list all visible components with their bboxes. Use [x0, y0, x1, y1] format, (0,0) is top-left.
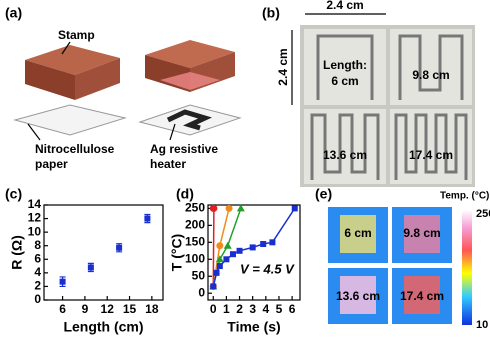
thermal-images — [328, 207, 472, 325]
point — [209, 204, 217, 212]
point — [249, 244, 256, 251]
plot-frame — [207, 204, 301, 301]
x-tick-label: 2 — [236, 302, 243, 316]
x-tick-label: 18 — [145, 302, 159, 316]
length-label: 6 cm — [331, 74, 358, 88]
x-tick-label: 6 — [289, 302, 296, 316]
y-tick-label: 6 — [34, 251, 41, 265]
x-tick-label: 12 — [101, 302, 115, 316]
x-tick-label: 0 — [210, 302, 217, 316]
length-label: 17.4 cm — [409, 148, 453, 162]
length-label: 9.8 cm — [403, 226, 440, 240]
point — [260, 241, 267, 248]
point — [216, 263, 223, 270]
point — [210, 283, 217, 290]
point — [291, 205, 298, 212]
point — [223, 241, 232, 249]
panel-label: (e) — [315, 186, 332, 202]
y-tick-label: 250 — [185, 201, 205, 215]
line — [212, 207, 296, 287]
y-tick-label: 12 — [28, 211, 42, 225]
panel-label: (b) — [262, 5, 280, 21]
length-label: 9.8 cm — [412, 68, 449, 82]
point — [223, 256, 230, 263]
length-label: 13.6 cm — [336, 289, 380, 303]
y-tick-label: 0 — [198, 285, 205, 299]
colorbar-min: 10 — [476, 319, 488, 331]
y-tick-label: 0 — [34, 292, 41, 306]
y-tick-label: 10 — [28, 224, 42, 238]
point — [269, 239, 276, 246]
x-tick-label: 3 — [249, 302, 256, 316]
photo-b — [291, 13, 475, 187]
point — [236, 204, 245, 212]
y-tick-label: 4 — [34, 265, 41, 279]
x-tick-label: 5 — [276, 302, 283, 316]
y-tick-label: 150 — [185, 234, 205, 248]
width-label: 2.4 cm — [326, 0, 363, 12]
label-stamp: Stamp — [58, 28, 95, 42]
length-label: Length: — [323, 58, 367, 72]
x-axis-label: Time (s) — [227, 319, 280, 335]
point — [144, 215, 151, 222]
length-label: 17.4 cm — [400, 289, 444, 303]
height-label: 2.4 cm — [276, 48, 290, 85]
point — [216, 242, 224, 250]
point — [229, 251, 236, 258]
y-tick-label: 200 — [185, 218, 205, 232]
y-axis-label: R (Ω) — [9, 235, 25, 270]
annotation: V = 4.5 V — [240, 261, 295, 276]
y-axis-label: T (°C) — [169, 234, 185, 271]
panel-label: (c) — [5, 186, 22, 202]
panel-label: (d) — [176, 186, 194, 202]
plot-frame — [43, 204, 164, 301]
x-tick-label: 9 — [82, 302, 89, 316]
length-label: 6 cm — [344, 226, 371, 240]
label-heater: heater — [150, 157, 186, 171]
length-label: 13.6 cm — [323, 148, 367, 162]
panel-label: (a) — [5, 5, 22, 21]
point — [87, 264, 94, 271]
y-tick-label: 14 — [28, 197, 42, 211]
x-tick-label: 15 — [123, 302, 137, 316]
point — [225, 204, 233, 212]
y-tick-label: 100 — [185, 251, 205, 265]
label-paper: paper — [35, 157, 68, 171]
x-tick-label: 1 — [223, 302, 230, 316]
illustration-a — [13, 40, 242, 141]
colorbar-max: 250 — [476, 208, 490, 220]
point — [215, 255, 224, 263]
y-tick-label: 50 — [192, 268, 206, 282]
colorbar-title: Temp. (°C) — [440, 191, 489, 202]
label-heater: Ag resistive — [150, 142, 218, 156]
y-tick-label: 2 — [34, 279, 41, 293]
point — [59, 278, 66, 285]
x-axis-label: Length (cm) — [63, 319, 143, 335]
point — [236, 247, 243, 254]
label-paper: Nitrocellulose — [35, 142, 115, 156]
y-tick-label: 8 — [34, 238, 41, 252]
x-tick-label: 6 — [59, 302, 66, 316]
point — [213, 269, 220, 276]
point — [116, 244, 123, 251]
x-tick-label: 4 — [262, 302, 269, 316]
